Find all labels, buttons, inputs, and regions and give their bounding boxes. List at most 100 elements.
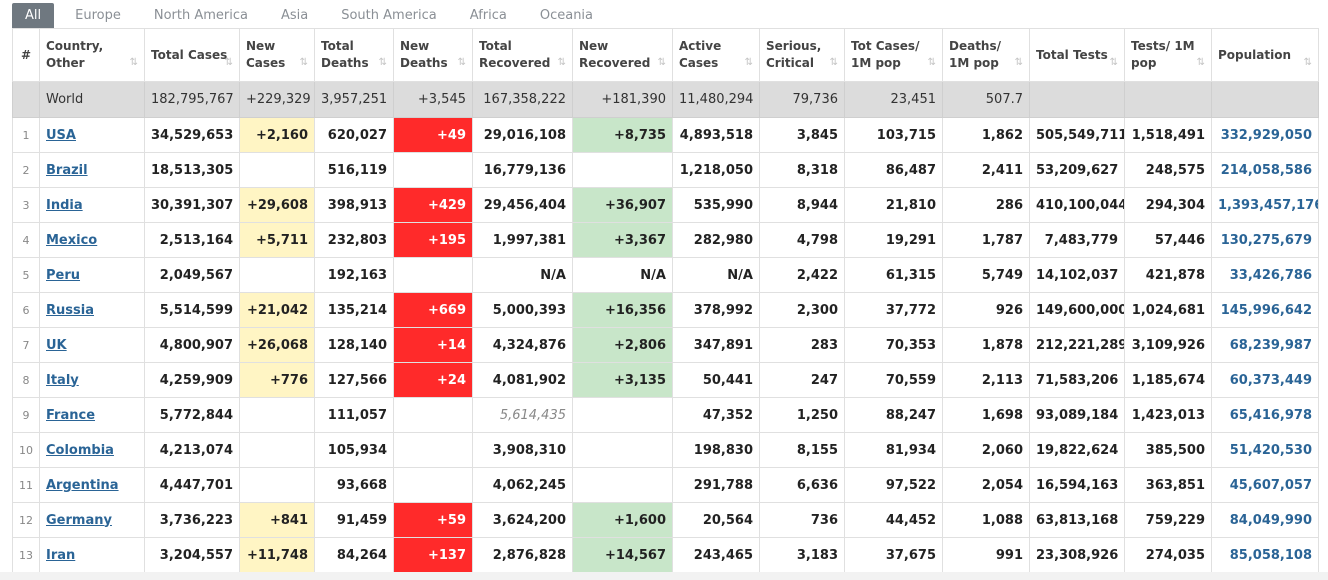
table-row: 3 India 30,391,307 +29,608 398,913 +429 29,456… bbox=[12, 187, 1319, 223]
sort-icon[interactable]: ⇅ bbox=[1196, 57, 1205, 68]
country-link[interactable]: France bbox=[46, 407, 96, 423]
col-header-6[interactable]: Total Recovered ⇅ bbox=[472, 28, 573, 82]
sort-icon[interactable]: ⇅ bbox=[744, 57, 753, 68]
cell-total-recovered: 29,016,108 bbox=[472, 117, 573, 153]
cell-population: 33,426,786 bbox=[1211, 257, 1319, 293]
col-header-14[interactable]: Population ⇅ bbox=[1211, 28, 1319, 82]
sort-icon[interactable]: ⇅ bbox=[224, 57, 233, 68]
sort-icon[interactable]: ⇅ bbox=[657, 57, 666, 68]
cell-total-recovered: N/A bbox=[472, 257, 573, 293]
table-row: 11 Argentina 4,447,701 93,668 4,062,245 291,7… bbox=[12, 467, 1319, 503]
col-header-label: Total Cases bbox=[151, 47, 228, 62]
cell-total-cases: 3,204,557 bbox=[144, 537, 240, 573]
tab-south-america[interactable]: South America bbox=[341, 8, 437, 23]
tab-europe[interactable]: Europe bbox=[75, 8, 121, 23]
sort-icon[interactable]: ⇅ bbox=[129, 57, 138, 68]
country-link[interactable]: Italy bbox=[46, 372, 79, 388]
cell-new-deaths: +49 bbox=[393, 117, 473, 153]
sort-icon[interactable]: ⇅ bbox=[457, 57, 466, 68]
cell-new-recovered: N/A bbox=[572, 257, 673, 293]
cell-tests-per-m: 274,035 bbox=[1124, 537, 1212, 573]
rank-cell: 10 bbox=[12, 432, 40, 468]
cell-total-recovered: 5,614,435 bbox=[472, 397, 573, 433]
cell-deaths-per-m: 1,862 bbox=[942, 117, 1030, 153]
cell-cases-per-m: 19,291 bbox=[844, 222, 943, 258]
cell-active-cases: 535,990 bbox=[672, 187, 760, 223]
cell-new-cases: +776 bbox=[239, 362, 315, 398]
col-header-3[interactable]: New Cases ⇅ bbox=[239, 28, 315, 82]
col-header-13[interactable]: Tests/ 1M pop ⇅ bbox=[1124, 28, 1212, 82]
cell-new-cases: +841 bbox=[239, 502, 315, 538]
cell-new-deaths bbox=[393, 152, 473, 188]
cell-total-deaths: 3,957,251 bbox=[314, 81, 394, 118]
country-link[interactable]: India bbox=[46, 197, 83, 213]
rank-cell: 12 bbox=[12, 502, 40, 538]
cell-serious: 3,183 bbox=[759, 537, 845, 573]
cell-new-recovered bbox=[572, 432, 673, 468]
col-header-0[interactable]: # bbox=[12, 28, 40, 82]
col-header-1[interactable]: Country, Other ⇅ bbox=[39, 28, 145, 82]
col-header-2[interactable]: Total Cases ⇅ bbox=[144, 28, 240, 82]
col-header-9[interactable]: Serious, Critical ⇅ bbox=[759, 28, 845, 82]
tab-asia[interactable]: Asia bbox=[280, 8, 309, 23]
cell-cases-per-m: 86,487 bbox=[844, 152, 943, 188]
country-link[interactable]: Iran bbox=[46, 547, 76, 563]
cell-new-recovered: +16,356 bbox=[572, 292, 673, 328]
sort-icon[interactable]: ⇅ bbox=[299, 57, 308, 68]
cell-total-recovered: 29,456,404 bbox=[472, 187, 573, 223]
sort-icon[interactable]: ⇅ bbox=[1303, 57, 1312, 68]
cell-total-tests: 7,483,779 bbox=[1029, 222, 1125, 258]
country-link[interactable]: Peru bbox=[46, 267, 81, 283]
cell-cases-per-m: 37,772 bbox=[844, 292, 943, 328]
cell-total-deaths: 516,119 bbox=[314, 152, 394, 188]
tab-all[interactable]: All bbox=[12, 3, 55, 28]
tab-africa[interactable]: Africa bbox=[469, 8, 507, 23]
country-cell: India bbox=[39, 187, 145, 223]
cell-total-deaths: 128,140 bbox=[314, 327, 394, 363]
sort-icon[interactable]: ⇅ bbox=[1014, 57, 1023, 68]
cell-tests-per-m: 421,878 bbox=[1124, 257, 1212, 293]
country-link[interactable]: Mexico bbox=[46, 232, 98, 248]
sort-icon[interactable]: ⇅ bbox=[557, 57, 566, 68]
cell-population: 145,996,642 bbox=[1211, 292, 1319, 328]
country-link[interactable]: Colombia bbox=[46, 442, 114, 458]
tab-oceania[interactable]: Oceania bbox=[539, 8, 594, 23]
region-tabs: All Europe North America Asia South America A… bbox=[12, 3, 614, 28]
col-header-label: Tests/ 1M pop bbox=[1131, 39, 1195, 70]
col-header-10[interactable]: Tot Cases/ 1M pop ⇅ bbox=[844, 28, 943, 82]
cell-cases-per-m: 81,934 bbox=[844, 432, 943, 468]
cell-new-deaths: +669 bbox=[393, 292, 473, 328]
cell-tests-per-m: 3,109,926 bbox=[1124, 327, 1212, 363]
cell-tests-per-m: 294,304 bbox=[1124, 187, 1212, 223]
country-link[interactable]: UK bbox=[46, 337, 67, 353]
country-link[interactable]: Brazil bbox=[46, 162, 88, 178]
col-header-label: # bbox=[20, 47, 32, 62]
cell-population: 332,929,050 bbox=[1211, 117, 1319, 153]
cell-new-deaths bbox=[393, 432, 473, 468]
country-link[interactable]: Argentina bbox=[46, 477, 119, 493]
col-header-5[interactable]: New Deaths ⇅ bbox=[393, 28, 473, 82]
col-header-label: New Cases bbox=[246, 39, 286, 70]
cell-total-recovered: 16,779,136 bbox=[472, 152, 573, 188]
rank-cell bbox=[12, 81, 40, 118]
cell-new-recovered bbox=[572, 467, 673, 503]
sort-icon[interactable]: ⇅ bbox=[927, 57, 936, 68]
horizontal-scrollbar[interactable] bbox=[0, 572, 1328, 580]
cell-total-recovered: 2,876,828 bbox=[472, 537, 573, 573]
cell-deaths-per-m: 1,088 bbox=[942, 502, 1030, 538]
cell-new-cases: +2,160 bbox=[239, 117, 315, 153]
country-link[interactable]: USA bbox=[46, 127, 76, 143]
col-header-8[interactable]: Active Cases ⇅ bbox=[672, 28, 760, 82]
cell-deaths-per-m: 2,060 bbox=[942, 432, 1030, 468]
country-link[interactable]: Russia bbox=[46, 302, 94, 318]
tab-north-america[interactable]: North America bbox=[153, 8, 248, 23]
col-header-7[interactable]: New Recovered ⇅ bbox=[572, 28, 673, 82]
col-header-4[interactable]: Total Deaths ⇅ bbox=[314, 28, 394, 82]
sort-icon[interactable]: ⇅ bbox=[378, 57, 387, 68]
sort-icon[interactable]: ⇅ bbox=[1109, 57, 1118, 68]
sort-icon[interactable]: ⇅ bbox=[829, 57, 838, 68]
col-header-11[interactable]: Deaths/ 1M pop ⇅ bbox=[942, 28, 1030, 82]
country-cell: Russia bbox=[39, 292, 145, 328]
country-link[interactable]: Germany bbox=[46, 512, 112, 528]
col-header-12[interactable]: Total Tests ⇅ bbox=[1029, 28, 1125, 82]
